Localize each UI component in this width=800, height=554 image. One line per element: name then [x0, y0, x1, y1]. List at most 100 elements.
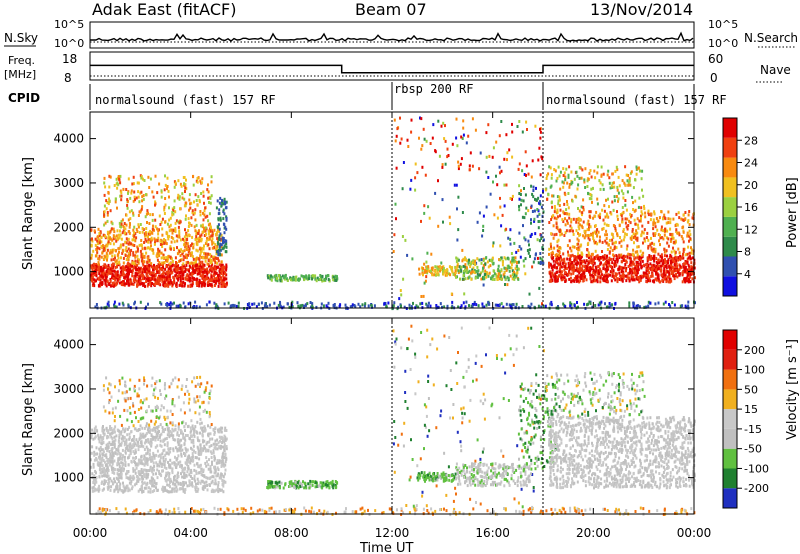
echo-cell — [467, 276, 470, 280]
echo-cell — [127, 281, 130, 285]
echo-cell — [629, 267, 631, 271]
echo-cell — [497, 275, 500, 279]
echo-cell — [607, 224, 610, 227]
echo-cell — [91, 277, 94, 281]
echo-cell — [532, 189, 535, 192]
echo-cell — [539, 127, 541, 131]
echo-cell — [553, 210, 556, 214]
echo-cell — [456, 207, 458, 211]
echo-cell — [472, 262, 475, 266]
echo-cell — [418, 272, 421, 276]
echo-cell — [283, 277, 286, 281]
echo-cell — [203, 278, 206, 282]
echo-cell — [608, 302, 611, 305]
echo-cell — [95, 458, 98, 462]
echo-cell — [572, 217, 575, 221]
echo-cell — [604, 239, 607, 243]
echo-cell — [647, 277, 649, 281]
echo-cell — [669, 221, 672, 225]
echo-cell — [117, 233, 120, 237]
echo-cell — [208, 300, 211, 304]
echo-cell — [442, 265, 445, 269]
echo-cell — [152, 451, 155, 455]
echo-cell — [569, 224, 572, 228]
echo-cell — [652, 221, 655, 225]
echo-cell — [122, 265, 125, 269]
echo-cell — [502, 273, 505, 277]
echo-cell — [509, 260, 512, 264]
echo-cell — [119, 233, 122, 237]
echo-cell — [171, 213, 174, 217]
echo-cell — [153, 274, 156, 278]
echo-cell — [145, 267, 148, 271]
echo-cell — [621, 217, 624, 221]
echo-cell — [170, 281, 173, 285]
echo-cell — [640, 265, 643, 269]
echo-cell — [568, 229, 571, 233]
echo-cell — [652, 223, 655, 227]
echo-cell — [92, 282, 95, 286]
echo-cell — [602, 187, 605, 191]
echo-cell — [148, 276, 151, 280]
echo-cell — [268, 303, 271, 307]
echo-cell — [196, 249, 199, 253]
echo-cell — [647, 300, 650, 304]
echo-cell — [557, 165, 560, 169]
echo-cell — [587, 177, 590, 181]
echo-cell — [167, 267, 170, 271]
echo-cell — [554, 279, 557, 283]
echo-cell — [314, 277, 317, 281]
echo-cell — [634, 234, 637, 238]
echo-cell — [439, 269, 441, 273]
echo-cell — [556, 249, 559, 253]
echo-cell — [551, 250, 554, 254]
echo-cell — [189, 202, 191, 206]
echo-cell — [122, 187, 125, 191]
echo-cell — [179, 279, 182, 283]
echo-cell — [215, 252, 218, 256]
echo-cell — [466, 268, 469, 272]
echo-cell — [620, 214, 623, 218]
echo-cell — [166, 222, 169, 226]
echo-cell — [181, 264, 184, 267]
echo-cell — [673, 277, 676, 281]
echo-cell — [157, 264, 160, 268]
echo-cell — [563, 171, 566, 175]
echo-cell — [645, 263, 648, 267]
echo-cell — [206, 271, 209, 275]
echo-cell — [119, 229, 121, 233]
echo-cell — [147, 238, 150, 242]
echo-cell — [582, 271, 585, 275]
echo-cell — [176, 252, 179, 256]
echo-cell — [196, 269, 199, 273]
echo-cell — [433, 273, 436, 277]
echo-cell — [92, 249, 95, 253]
echo-cell — [499, 244, 502, 248]
echo-cell — [681, 226, 684, 230]
echo-cell — [184, 186, 187, 190]
echo-cell — [221, 198, 223, 202]
echo-cell — [493, 278, 496, 281]
echo-cell — [200, 181, 203, 185]
echo-cell — [536, 208, 539, 211]
echo-cell — [642, 194, 645, 198]
echo-cell — [442, 272, 445, 276]
echo-cell — [523, 264, 526, 268]
echo-cell — [175, 265, 178, 269]
echo-cell — [410, 130, 413, 134]
echo-cell — [498, 165, 501, 169]
echo-cell — [477, 304, 480, 308]
echo-cell — [105, 284, 108, 288]
echo-cell — [591, 200, 593, 204]
echo-cell — [639, 278, 642, 282]
echo-cell — [140, 252, 143, 256]
echo-cell — [620, 253, 623, 257]
echo-cell — [482, 275, 485, 279]
echo-cell — [685, 271, 688, 275]
echo-cell — [133, 234, 136, 238]
echo-cell — [568, 165, 571, 169]
nsky-label: N.Sky — [4, 31, 38, 45]
echo-cell — [150, 265, 153, 269]
freq-panel: Freq. [MHz] 18 8 60 0 Nave — [4, 51, 791, 85]
echo-cell — [558, 198, 561, 202]
